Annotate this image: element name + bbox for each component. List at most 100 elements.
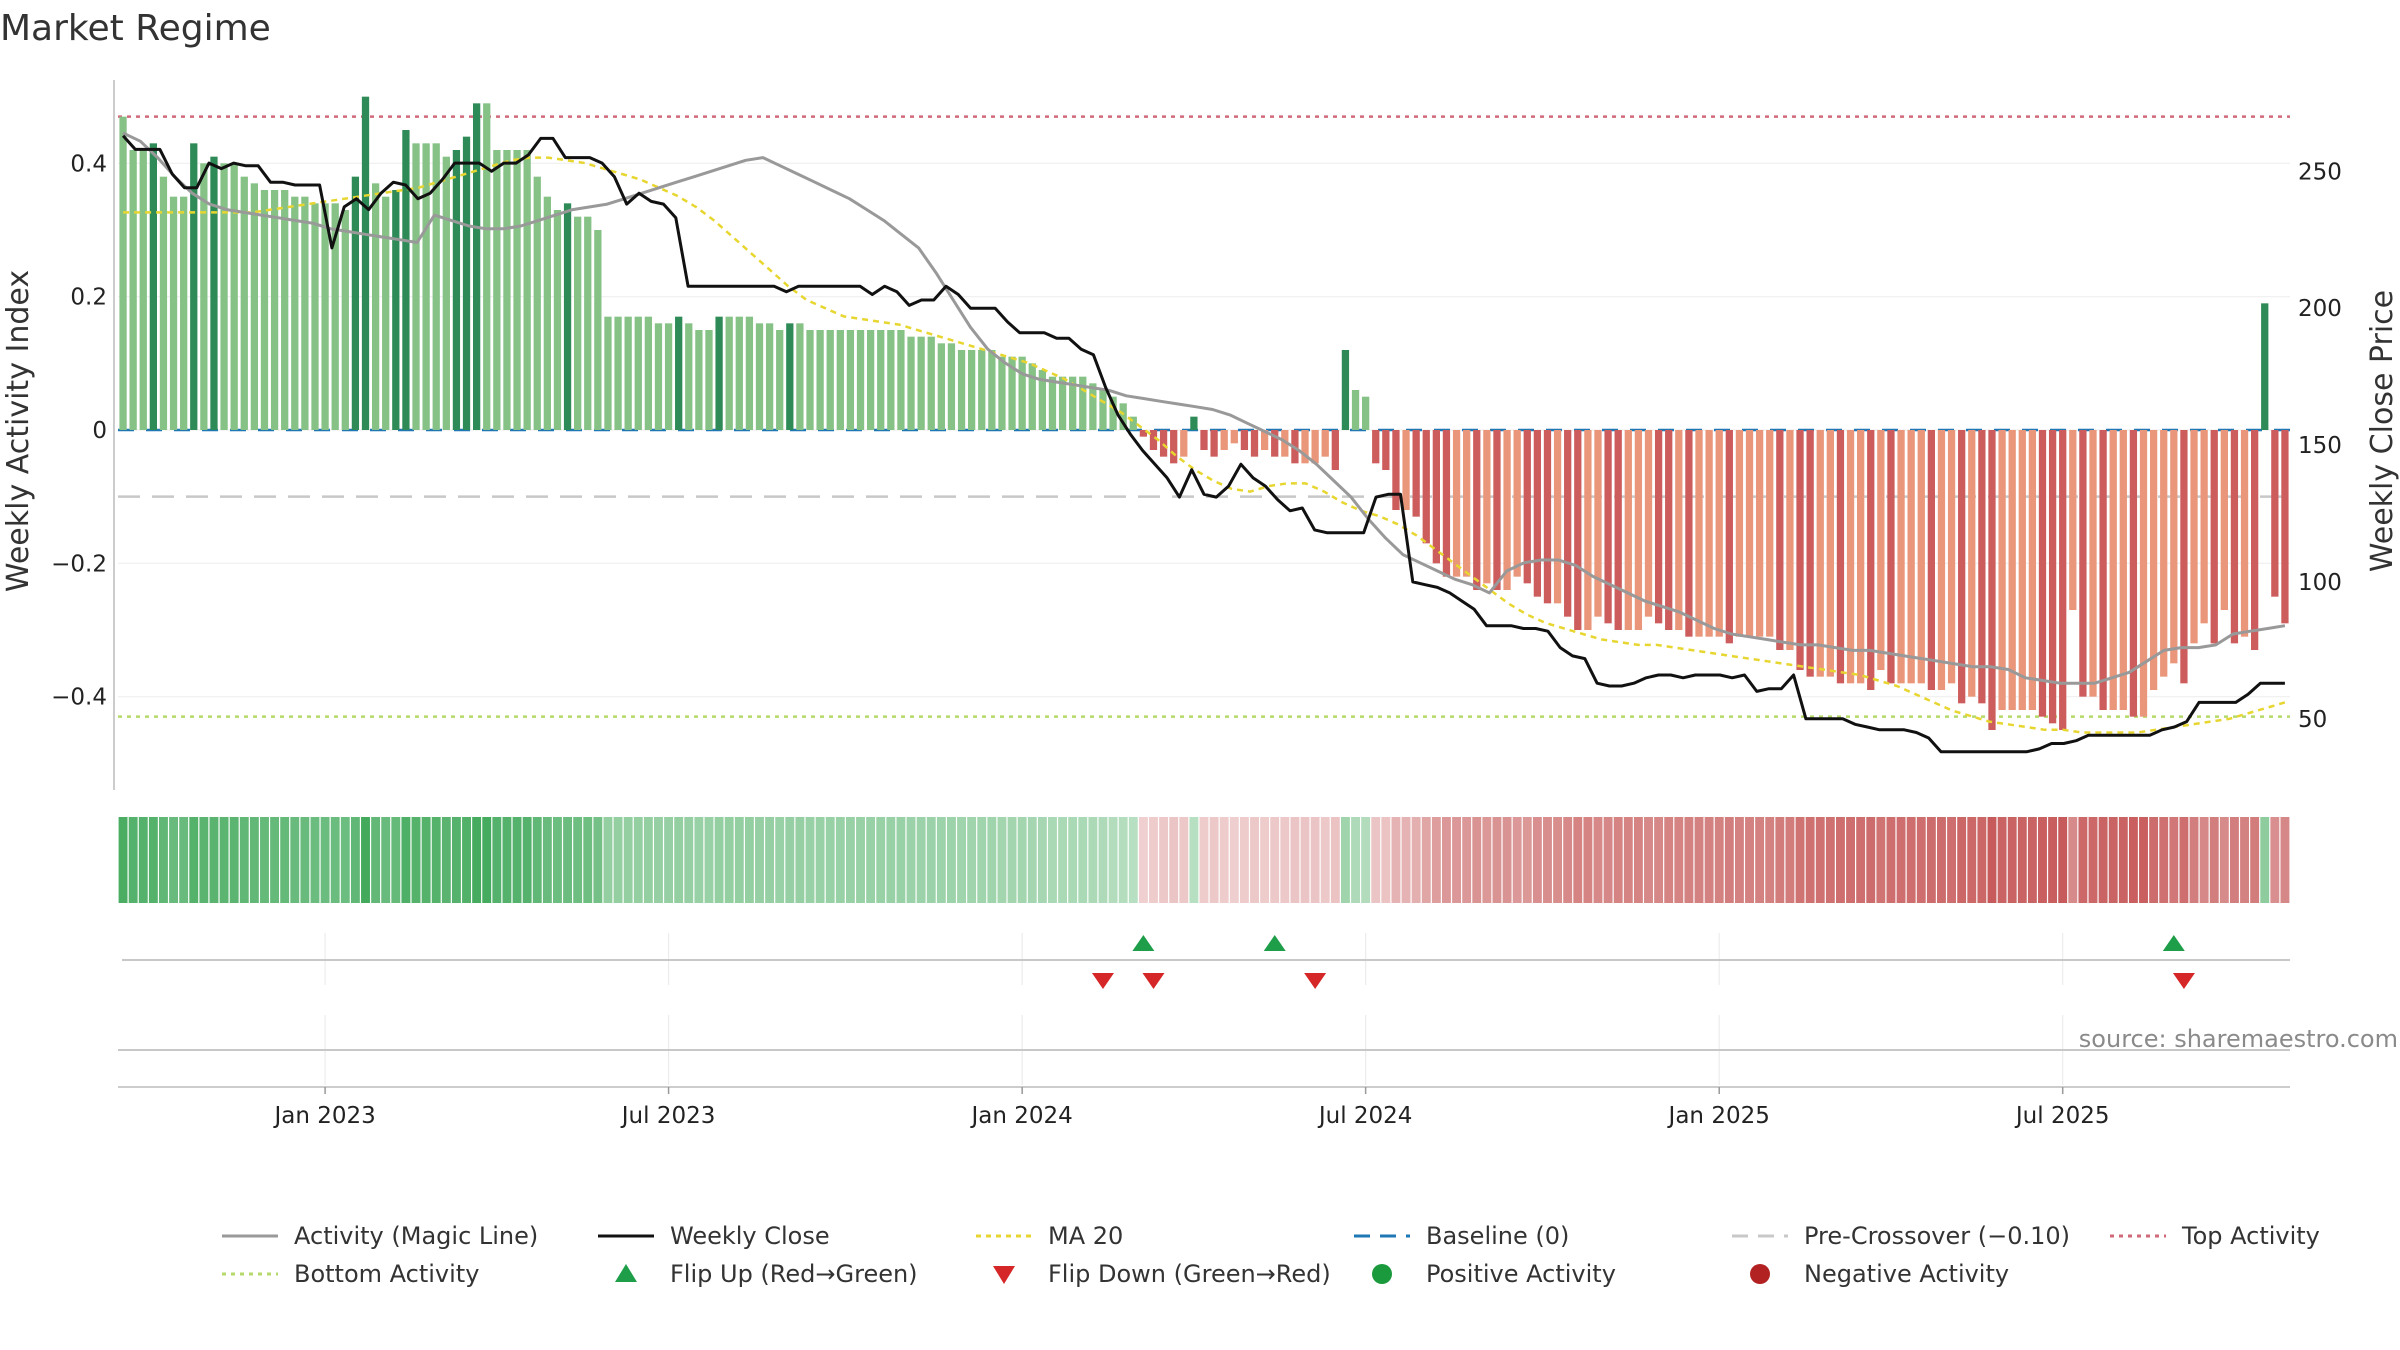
activity-bar [1614,430,1622,630]
regime-strip-cell [1290,817,1300,903]
regime-strip-cell [1502,817,1512,903]
regime-strip-cell [906,817,916,903]
activity-bar [270,190,279,430]
legend-label-magic-line: Activity (Magic Line) [294,1222,538,1250]
regime-strip-cell [2149,817,2159,903]
activity-bar [937,343,945,430]
regime-strip-cell [1401,817,1411,903]
ma20-line [123,156,2286,734]
activity-bar [341,210,349,430]
flip-down-marker [2172,973,2195,989]
regime-strip-cell [1482,817,1492,903]
regime-strip-cell [1340,817,1350,903]
activity-bar [644,316,653,430]
activity-bar [786,323,794,430]
regime-strip-cell [744,817,754,903]
regime-strip-cell [2219,817,2229,903]
regime-strip-cell [2139,817,2148,903]
regime-strip-cell [553,817,562,903]
regime-strip-cell [1553,817,1563,903]
regime-strip-cell [1734,817,1744,903]
activity-bar [200,163,208,431]
regime-strip-cell [350,817,360,903]
regime-strip-cell [623,817,633,903]
regime-strip-cell [1250,817,1259,903]
regime-strip-cell [451,817,461,903]
activity-bar [1917,430,1925,684]
regime-strip-cell [441,817,451,903]
activity-bar [1473,430,1481,590]
regime-strip-cell [1947,817,1957,903]
activity-bar [2028,430,2037,710]
regime-strip-cell [1169,817,1179,903]
regime-strip-cell [1239,817,1249,903]
regime-strip-cell [1724,817,1734,903]
activity-bar [968,350,976,430]
activity-bar [1008,356,1016,430]
activity-bar [2281,430,2289,624]
regime-strip-cell [2240,817,2249,903]
regime-strip-cell [199,817,209,903]
activity-bar [230,163,238,431]
activity-bar [1836,430,1845,684]
activity-bar [291,196,299,430]
activity-bar [2119,430,2127,710]
activity-bar [624,316,632,430]
activity-bar [1604,430,1612,624]
regime-strip-cell [967,817,977,903]
activity-bar [2018,430,2026,710]
activity-bar [1089,383,1097,430]
regime-strip-cell [1199,817,1209,903]
activity-bar [1038,370,1046,430]
activity-bar [1654,430,1663,624]
regime-strip-cell [260,817,269,903]
activity-bar [735,316,743,430]
regime-strip-cell [1037,817,1047,903]
activity-bar [1826,430,1834,677]
regime-strip-cell [512,817,522,903]
activity-bar [1867,430,1875,690]
activity-bar [513,150,521,430]
activity-bar [1584,430,1592,630]
activity-bar [2059,430,2067,730]
activity-bar [654,323,663,430]
regime-strip-cell [361,817,370,903]
regime-strip-cell [1229,817,1239,903]
regime-strip-cell [1674,817,1684,903]
activity-bar [1048,376,1057,430]
activity-bar [2139,430,2148,717]
regime-strip-cell [1977,817,1987,903]
activity-bar [180,196,188,430]
activity-bar [2149,430,2158,690]
activity-bar [917,336,925,430]
regime-strip-cell [472,817,482,903]
activity-bar [947,343,956,430]
regime-strip-cell [1623,817,1633,903]
activity-bar [2220,430,2228,610]
activity-bar [281,190,289,430]
source-label: source: sharemaestro.com [2079,1025,2398,1053]
legend-swatch-positive [1372,1264,1392,1284]
regime-strip-cell [1543,817,1552,903]
activity-bar [442,156,450,430]
activity-bar [1776,430,1784,650]
regime-strip-cell [532,817,542,903]
legend-label-pre-crossover: Pre-Crossover (−0.10) [1804,1222,2070,1250]
right-tick-label: 50 [2298,707,2327,733]
activity-bar [594,230,602,430]
activity-bar [119,116,127,431]
regime-strip-cell [1068,817,1078,903]
regime-strip-cell [1118,817,1128,903]
activity-bar [1311,430,1319,464]
regime-strip-cell [1462,817,1472,903]
regime-strip-cell [542,817,552,903]
regime-strip-cell [462,817,471,903]
activity-bar [1907,430,1915,684]
activity-bar [1412,430,1420,517]
regime-strip-cell [583,817,593,903]
regime-strip-cell [522,817,532,903]
regime-strip-cell [1785,817,1795,903]
regime-strip-cell [886,817,896,903]
activity-bar [1978,430,1986,704]
